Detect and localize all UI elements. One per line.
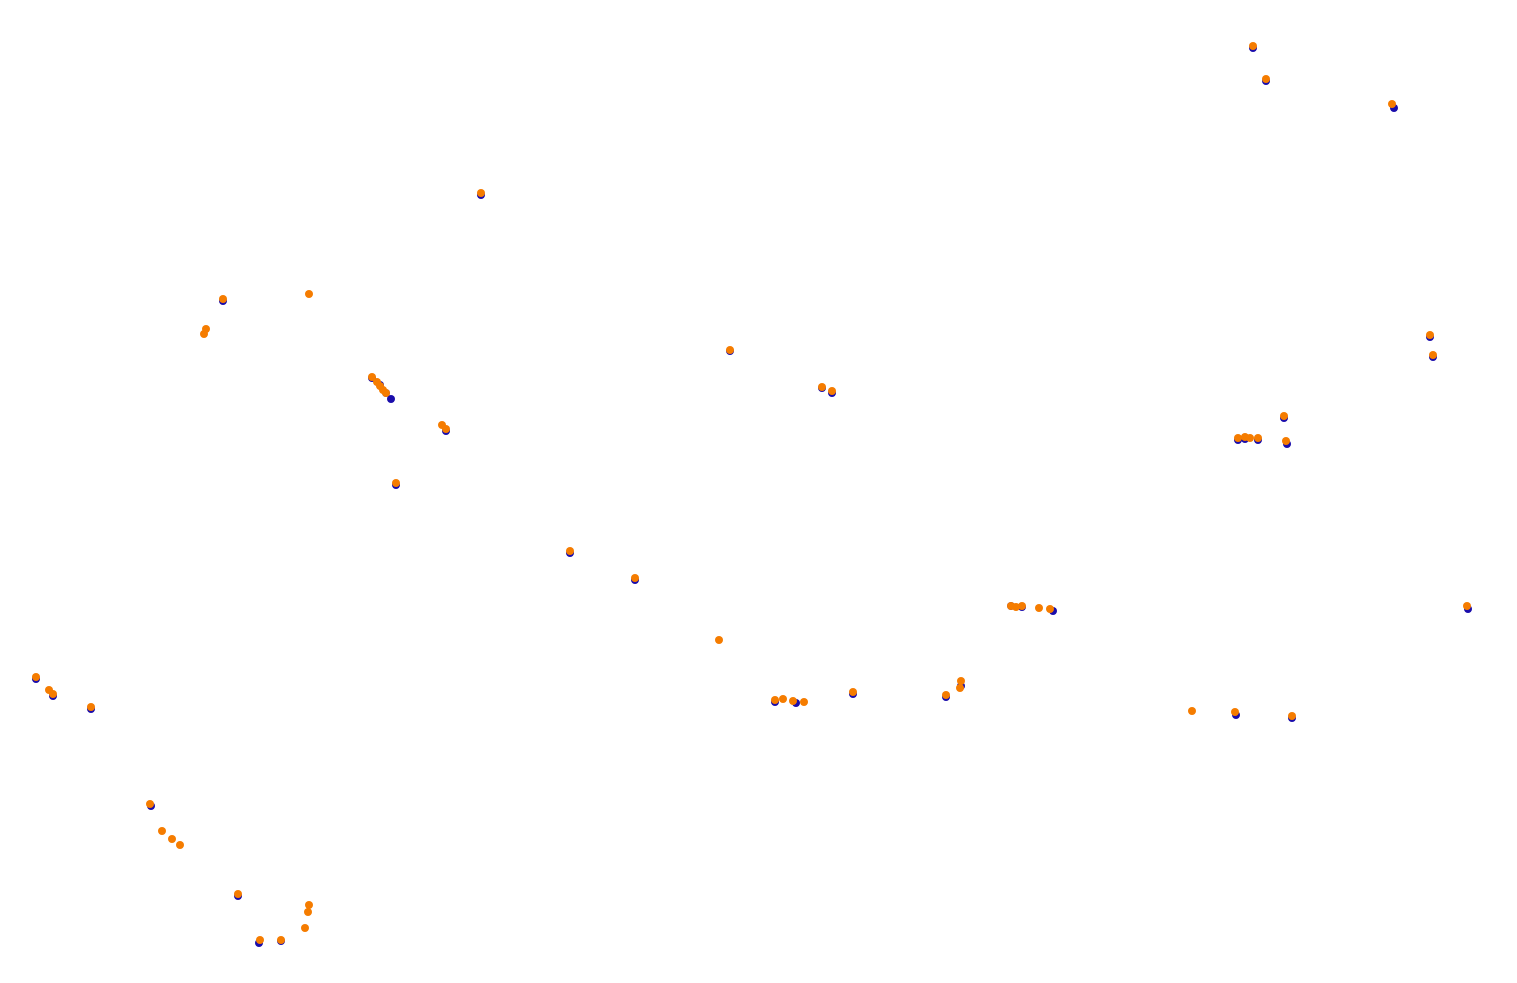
point	[277, 936, 285, 944]
point	[1018, 602, 1026, 610]
point	[368, 373, 376, 381]
point	[87, 703, 95, 711]
point	[726, 346, 734, 354]
point	[779, 695, 787, 703]
point	[1246, 434, 1254, 442]
point	[176, 841, 184, 849]
point	[32, 673, 40, 681]
point	[1280, 412, 1288, 420]
point	[477, 189, 485, 197]
point	[1254, 434, 1262, 442]
point	[631, 574, 639, 582]
point	[956, 684, 964, 692]
point	[256, 936, 264, 944]
point	[1429, 351, 1437, 359]
point	[1288, 712, 1296, 720]
point	[1426, 331, 1434, 339]
point	[1046, 605, 1054, 613]
point	[392, 479, 400, 487]
point	[305, 290, 313, 298]
point	[49, 690, 57, 698]
point	[800, 698, 808, 706]
point	[1234, 434, 1242, 442]
point	[1231, 708, 1239, 716]
point	[789, 697, 797, 705]
point	[957, 677, 965, 685]
point	[1035, 604, 1043, 612]
point	[234, 890, 242, 898]
point	[442, 425, 450, 433]
point	[1262, 75, 1270, 83]
point	[200, 330, 208, 338]
point	[942, 691, 950, 699]
point	[771, 696, 779, 704]
point	[715, 636, 723, 644]
point	[828, 387, 836, 395]
point	[146, 800, 154, 808]
point	[1463, 602, 1471, 610]
point	[158, 827, 166, 835]
point	[1249, 42, 1257, 50]
point	[387, 395, 395, 403]
point	[849, 688, 857, 696]
point	[1188, 707, 1196, 715]
point	[818, 383, 826, 391]
point	[301, 924, 309, 932]
point	[168, 835, 176, 843]
point	[304, 908, 312, 916]
point	[566, 547, 574, 555]
point	[219, 295, 227, 303]
point	[1012, 603, 1020, 611]
point	[1388, 100, 1396, 108]
point	[382, 389, 390, 397]
point	[1282, 437, 1290, 445]
point	[305, 901, 313, 909]
